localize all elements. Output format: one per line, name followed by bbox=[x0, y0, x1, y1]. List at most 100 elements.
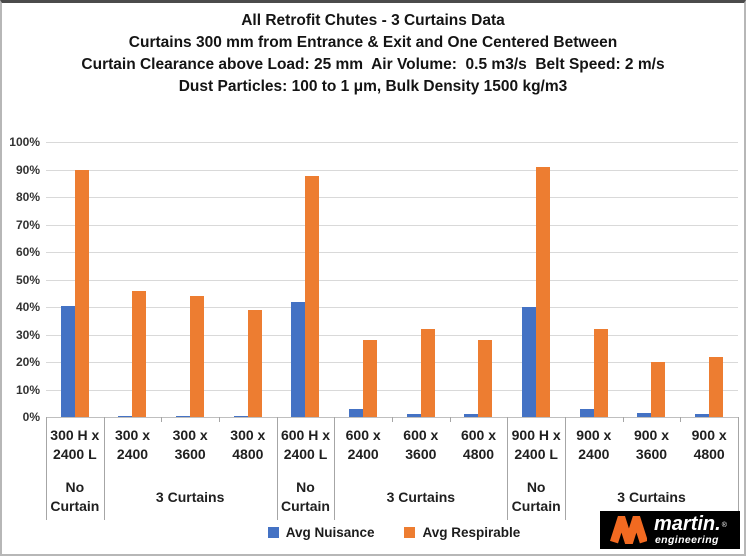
avg-nuisance-bar bbox=[233, 416, 248, 417]
category-label: 600 H x 2400 L bbox=[280, 427, 330, 462]
category-tick bbox=[680, 417, 682, 422]
category-slot bbox=[623, 142, 681, 417]
avg-respirable-bar bbox=[247, 309, 262, 417]
y-axis-tick-label: 70% bbox=[15, 217, 40, 232]
group-separator-line bbox=[103, 417, 105, 520]
legend-item-avg-respirable: Avg Respirable bbox=[404, 525, 520, 540]
avg-respirable-bar bbox=[478, 340, 493, 417]
gridline bbox=[46, 169, 738, 171]
avg-respirable-bar bbox=[420, 329, 435, 417]
martin-brand-name: martin. bbox=[654, 513, 721, 536]
group-separator-line bbox=[565, 417, 566, 520]
gridline bbox=[46, 252, 738, 253]
avg-nuisance-bar bbox=[695, 414, 710, 417]
martin-brand-subtitle: engineering bbox=[654, 534, 719, 547]
category-tick bbox=[449, 417, 451, 422]
category-slot bbox=[46, 142, 104, 417]
martin-logo-text: martin. ® engineering bbox=[654, 514, 727, 546]
chart-title-block: All Retrofit Chutes - 3 Curtains Data Cu… bbox=[2, 10, 744, 98]
avg-respirable-bar bbox=[190, 296, 205, 417]
chart-title-line-1: All Retrofit Chutes - 3 Curtains Data bbox=[241, 12, 505, 29]
avg-respirable-bar bbox=[593, 329, 608, 417]
y-axis-tick-label: 20% bbox=[15, 355, 40, 369]
category-label: 900 x 3600 bbox=[633, 427, 669, 462]
avg-nuisance-bar bbox=[637, 412, 652, 417]
gridline bbox=[46, 334, 738, 336]
avg-nuisance-bar bbox=[349, 408, 364, 417]
group-separator-line bbox=[276, 417, 278, 520]
y-axis-tick-label: 60% bbox=[15, 245, 40, 259]
avg-nuisance-bar bbox=[176, 416, 191, 417]
category-slot bbox=[680, 142, 738, 417]
avg-respirable-bar bbox=[363, 340, 378, 417]
category-slot bbox=[392, 142, 450, 417]
category-label: 900 x 2400 bbox=[576, 427, 612, 462]
avg-nuisance-bar bbox=[60, 305, 75, 417]
category-tick bbox=[161, 417, 163, 422]
gridline bbox=[46, 197, 738, 198]
gridline bbox=[46, 307, 738, 308]
avg-respirable-bar bbox=[536, 166, 551, 417]
group-label: 3 Curtains bbox=[617, 488, 686, 505]
category-axis: 300 H x 2400 L 300 x 2400 300 x 3600 300 x … bbox=[46, 417, 739, 520]
category-label: 300 x 4800 bbox=[230, 427, 266, 462]
category-slot bbox=[507, 142, 565, 417]
category-label: 900 x 4800 bbox=[691, 427, 727, 462]
category-slot bbox=[161, 142, 219, 417]
y-axis-tick-label: 50% bbox=[15, 272, 40, 287]
gridline bbox=[46, 279, 738, 281]
category-slot bbox=[277, 142, 335, 417]
martin-logo-m-icon bbox=[609, 516, 647, 544]
group-label: 3 Curtains bbox=[155, 488, 225, 505]
avg-nuisance-bar bbox=[464, 414, 479, 417]
category-tick bbox=[219, 417, 220, 422]
legend: Avg Nuisance Avg Respirable bbox=[48, 525, 740, 540]
avg-respirable-bar bbox=[305, 176, 320, 417]
avg-nuisance-bar bbox=[291, 301, 306, 417]
group-separator-line bbox=[334, 417, 336, 520]
plot-area bbox=[46, 142, 738, 418]
category-label: 600 x 3600 bbox=[403, 427, 439, 462]
category-tick bbox=[622, 417, 624, 422]
gridline bbox=[46, 224, 738, 226]
gridline bbox=[46, 142, 738, 143]
legend-item-avg-nuisance: Avg Nuisance bbox=[267, 525, 375, 540]
category-label: 300 x 3600 bbox=[172, 427, 208, 462]
category-slot bbox=[450, 142, 508, 417]
group-separator-line bbox=[46, 417, 47, 520]
y-axis-tick-label: 90% bbox=[15, 162, 40, 177]
category-tick bbox=[392, 417, 393, 422]
group-label: No Curtain bbox=[280, 479, 330, 514]
avg-respirable-bar bbox=[651, 362, 666, 417]
category-slot bbox=[334, 142, 392, 417]
group-separator-line bbox=[738, 417, 739, 520]
gridline bbox=[46, 362, 738, 363]
chart-title-line-2: Curtains 300 mm from Entrance & Exit and… bbox=[128, 34, 618, 51]
martin-engineering-logo: martin. ® engineering bbox=[600, 511, 740, 549]
chart-title-line-4: Dust Particles: 100 to 1 μm, Bulk Densit… bbox=[178, 78, 568, 95]
chart-title-line-3: Curtain Clearance above Load: 25 mm Air … bbox=[81, 56, 665, 73]
category-label: 600 x 4800 bbox=[460, 427, 496, 462]
avg-respirable-swatch-icon bbox=[404, 527, 416, 538]
legend-label-avg-respirable: Avg Respirable bbox=[422, 525, 521, 540]
gridline bbox=[46, 389, 738, 391]
avg-nuisance-swatch-icon bbox=[267, 527, 279, 538]
avg-nuisance-bar bbox=[579, 408, 594, 417]
group-label: No Curtain bbox=[511, 479, 561, 514]
y-axis-tick-label: 80% bbox=[15, 190, 40, 204]
y-axis-tick-label: 0% bbox=[22, 410, 40, 424]
legend-label-avg-nuisance: Avg Nuisance bbox=[285, 525, 375, 540]
category-slot bbox=[219, 142, 277, 417]
avg-respirable-bar bbox=[709, 356, 724, 417]
avg-respirable-bar bbox=[132, 290, 147, 417]
avg-respirable-bar bbox=[74, 169, 89, 417]
y-axis-tick-label: 100% bbox=[9, 135, 40, 149]
y-axis-tick-label: 30% bbox=[15, 327, 40, 342]
group-label: No Curtain bbox=[50, 479, 100, 514]
category-label: 300 x 2400 bbox=[114, 427, 150, 462]
category-label: 600 x 2400 bbox=[345, 427, 381, 462]
avg-nuisance-bar bbox=[522, 307, 537, 417]
category-slot bbox=[104, 142, 162, 417]
y-axis-tick-label: 40% bbox=[15, 300, 40, 314]
